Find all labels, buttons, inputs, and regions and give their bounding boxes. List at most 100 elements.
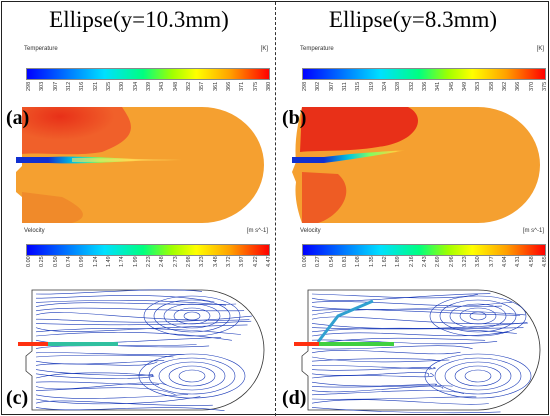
panel-c: Velocity [m s^-1] 0.00 0.25 0.50 0.74 0.99 1.… — [2, 224, 274, 414]
velocity-unit: [m s^-1] — [246, 228, 268, 234]
temperature-field-a — [16, 107, 264, 223]
colorbar-tick-label: 4.85 — [541, 256, 548, 267]
temperature-colorbar — [302, 68, 546, 80]
streamline-vortex — [444, 361, 512, 391]
streamline-vortex — [178, 369, 206, 383]
streamline-vortex — [434, 357, 522, 395]
streamline — [35, 324, 248, 332]
streamline-vortex — [148, 357, 236, 395]
streamline — [311, 345, 473, 350]
streamline-field-d — [294, 289, 541, 414]
jet — [294, 342, 394, 346]
streamline-vortex — [449, 303, 507, 329]
panel-label-d: (d) — [282, 387, 307, 409]
streamline-vortex — [464, 369, 492, 383]
velocity-bar-title: Velocity — [300, 228, 321, 234]
streamline-vortex — [153, 299, 231, 333]
streamline — [311, 337, 486, 345]
streamline — [311, 356, 450, 363]
streamline — [35, 381, 160, 386]
streamline — [35, 382, 167, 390]
streamline — [311, 331, 508, 337]
streamline-vortex — [143, 295, 241, 337]
colorbar-tick-label: 375 — [541, 81, 548, 91]
streamline — [311, 399, 489, 405]
temperature-ticks: 298 302 307 311 315 319 324 328 332 336 341 345 349 3… — [302, 81, 550, 97]
streamline — [311, 301, 503, 307]
streamline-vortex — [459, 307, 497, 325]
temperature-ticks: 298 303 307 312 316 321 325 330 334 339 343 348 352 3… — [26, 81, 276, 97]
nozzle — [292, 157, 324, 163]
temperature-unit: [K] — [260, 46, 268, 52]
streamline-vortex — [163, 303, 221, 329]
temperature-bar-title: Temperature — [24, 46, 58, 52]
velocity-bar-title: Velocity — [24, 228, 45, 234]
velocity-colorbar — [26, 244, 270, 256]
streamline — [35, 302, 237, 307]
streamline — [35, 295, 215, 303]
streamline — [35, 327, 241, 335]
streamline — [311, 372, 429, 377]
streamline-vortex — [429, 295, 527, 337]
streamline — [311, 365, 436, 370]
streamline — [311, 358, 441, 362]
panel-d: Velocity [m s^-1] 0.00 0.27 0.54 0.81 1.08 1.… — [278, 224, 550, 414]
streamline — [311, 396, 477, 400]
streamline — [35, 289, 203, 295]
streamline — [35, 352, 185, 356]
streamline — [35, 387, 177, 396]
streamline-field-c — [18, 289, 265, 411]
temperature-unit: [K] — [536, 46, 544, 52]
streamline-vortex — [454, 365, 502, 387]
streamline — [311, 390, 465, 396]
streamline — [35, 361, 158, 366]
streamline — [35, 394, 189, 399]
temperature-colorbar — [26, 68, 270, 80]
nozzle — [16, 157, 48, 163]
column-divider — [275, 2, 276, 416]
velocity-colorbar — [302, 244, 546, 256]
streamline — [35, 300, 227, 306]
streamline — [35, 312, 250, 321]
column-title-right: Ellipse(y=8.3mm) — [328, 7, 498, 32]
streamline — [35, 400, 213, 406]
streamline — [311, 309, 521, 316]
streamline — [35, 396, 201, 405]
velocity-unit: [m s^-1] — [522, 228, 544, 234]
streamline — [311, 293, 491, 301]
panel-label-b: (b) — [282, 107, 307, 129]
panel-a: Temperature [K] 298 303 307 312 316 321 325 330… — [2, 42, 274, 227]
streamline — [35, 407, 225, 411]
streamline-vortex — [158, 361, 226, 391]
panel-label-c: (c) — [6, 387, 29, 409]
streamline — [35, 307, 245, 312]
streamline — [35, 369, 154, 376]
jet — [18, 342, 118, 346]
streamline — [311, 327, 524, 330]
streamline — [35, 315, 252, 323]
panel-label-a: (a) — [6, 107, 30, 129]
streamline-vortex — [469, 311, 487, 321]
streamline — [35, 373, 154, 379]
temperature-field-b — [292, 107, 540, 223]
temperature-bar-title: Temperature — [300, 46, 334, 52]
streamline — [311, 407, 501, 414]
velocity-ticks: 0.00 0.27 0.54 0.81 1.08 1.35 1.62 1.89 2.16 2.43… — [302, 256, 550, 273]
streamline-vortex — [183, 311, 201, 321]
streamline — [311, 381, 438, 387]
streamline-vortex — [168, 365, 216, 387]
streamline — [311, 316, 528, 325]
streamline — [311, 367, 432, 371]
streamline — [35, 372, 155, 379]
streamline-vortex — [424, 353, 532, 399]
streamline — [35, 360, 165, 365]
streamline — [311, 350, 461, 355]
column-title-left: Ellipse(y=10.3mm) — [49, 7, 229, 32]
panel-b: Temperature [K] 298 302 307 311 315 319 324 328… — [278, 42, 550, 227]
streamline-vortex — [138, 353, 246, 399]
streamline — [311, 385, 444, 390]
streamline — [311, 327, 517, 334]
streamline — [311, 293, 479, 299]
streamline-vortex — [173, 307, 211, 325]
